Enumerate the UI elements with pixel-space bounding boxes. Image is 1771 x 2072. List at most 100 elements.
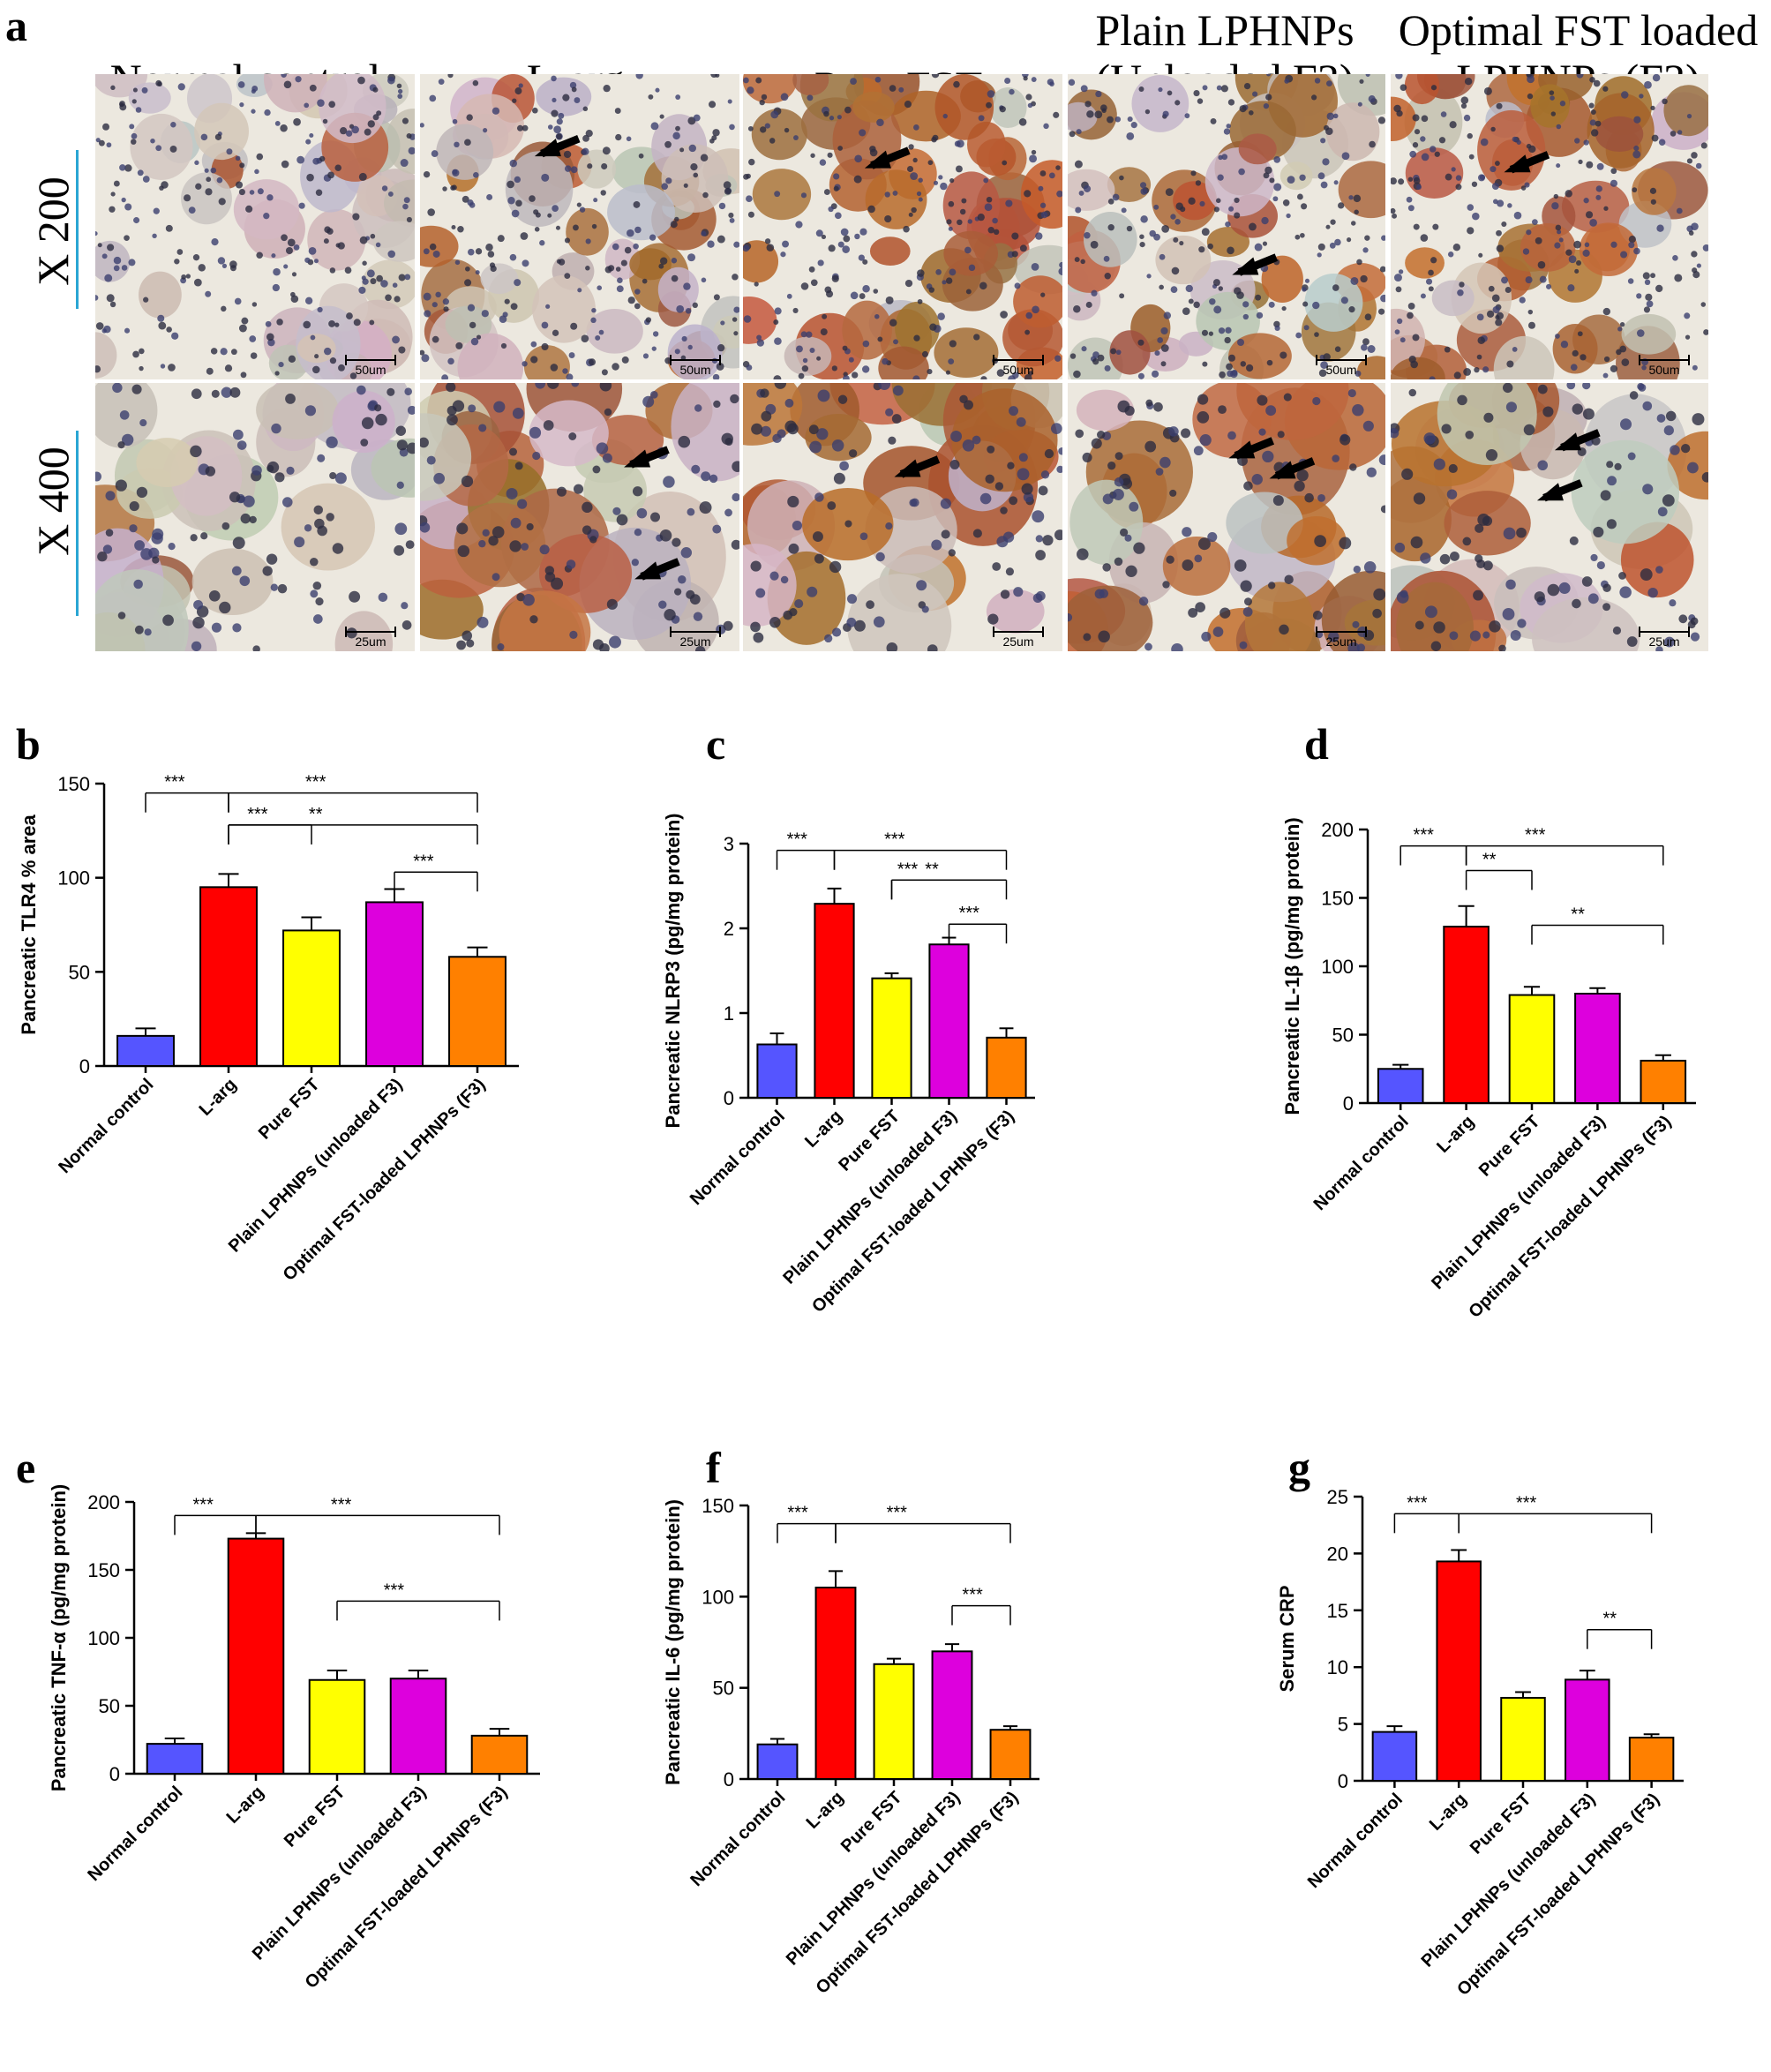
bar — [873, 1663, 915, 1780]
bar — [365, 901, 424, 1067]
scale-bar: 50um — [1316, 355, 1367, 377]
significance-label: *** — [787, 830, 808, 850]
scale-bar: 25um — [670, 627, 721, 649]
significance-label: *** — [1414, 826, 1435, 845]
micrograph: 50um — [743, 74, 1062, 379]
significance-bracket: *** — [394, 852, 478, 892]
significance-label: *** — [305, 773, 326, 792]
panel-g-letter: g — [1288, 1443, 1310, 1492]
y-tick-label: 50 — [1332, 1025, 1354, 1047]
significance-label: *** — [962, 1586, 983, 1605]
micrograph: 25um — [1391, 383, 1708, 651]
bar — [227, 1537, 285, 1775]
y-tick-label: 100 — [1321, 956, 1354, 978]
pointer-arrow-icon — [534, 134, 581, 158]
x-tick-label: Normal control — [1310, 1112, 1413, 1214]
significance-bracket: ** — [890, 860, 1008, 900]
magnification-marker-x400 — [76, 431, 79, 616]
chart-il6: 0 50 100 150 Pancreatic IL-6 (pg/mg protein)… — [662, 1495, 1039, 1998]
y-tick-label: 2 — [724, 918, 734, 940]
panel-e-letter: e — [16, 1443, 36, 1492]
x-tick-label: Pure FST — [281, 1783, 349, 1851]
significance-bracket: *** — [948, 904, 1008, 944]
micrograph: 50um — [95, 74, 415, 379]
significance-label: *** — [1407, 1493, 1428, 1513]
error-bar — [467, 946, 488, 957]
error-bar — [884, 972, 899, 979]
significance-label: *** — [1525, 826, 1546, 845]
y-tick-label: 0 — [79, 1055, 90, 1077]
y-tick-label: 100 — [87, 1627, 120, 1649]
y-tick-label: 50 — [69, 961, 90, 983]
y-tick-label: 0 — [1343, 1092, 1354, 1115]
significance-label: *** — [247, 805, 268, 824]
significance-label: ** — [1602, 1610, 1617, 1629]
error-bar — [769, 1738, 785, 1745]
significance-bracket: ** — [228, 805, 478, 845]
significance-bracket: ** — [1531, 905, 1664, 945]
bar — [1377, 1068, 1424, 1104]
bar — [146, 1743, 204, 1775]
error-bar — [326, 1669, 348, 1680]
scale-bar-label: 50um — [679, 363, 710, 377]
y-tick-label: 10 — [1327, 1656, 1348, 1678]
chart-il1b: 0 50 100 150 200 Pancreatic IL-1β (pg/mg prot… — [1281, 817, 1696, 1322]
significance-label: ** — [1482, 851, 1497, 870]
bar — [470, 1734, 529, 1775]
x-tick-label: Normal control — [55, 1075, 157, 1177]
scale-bar: 50um — [670, 355, 721, 377]
significance-bracket: *** — [336, 1580, 500, 1621]
x-tick-label: L-arg — [801, 1107, 846, 1152]
error-bar — [1655, 1054, 1671, 1061]
y-tick-label: 150 — [87, 1559, 120, 1581]
panel-f-letter: f — [706, 1443, 721, 1492]
bar — [931, 1650, 973, 1780]
micrograph: 25um — [420, 383, 739, 651]
bar — [756, 1043, 798, 1099]
scale-bar: 25um — [1639, 627, 1690, 649]
pointer-arrow-icon — [1536, 479, 1583, 502]
y-axis-label: Pancreatic IL-1β (pg/mg protein) — [1281, 817, 1303, 1115]
panel-d-letter: d — [1304, 719, 1329, 769]
x-tick-label: Normal control — [687, 1107, 789, 1209]
micrograph: 50um — [1391, 74, 1708, 379]
error-bar — [301, 916, 322, 931]
scale-bar-label: 25um — [679, 634, 710, 649]
bar — [814, 1587, 857, 1780]
error-bar — [489, 1728, 510, 1736]
scale-bar-label: 25um — [1325, 634, 1356, 649]
error-bar — [135, 1027, 156, 1036]
scale-bar-label: 50um — [1648, 363, 1679, 377]
pointer-arrow-icon — [1269, 457, 1316, 480]
y-tick-label: 150 — [57, 773, 90, 795]
y-axis-label: Pancreatic TNF-α (pg/mg protein) — [48, 1484, 70, 1791]
chart-tlr4: 0 50 100 150 Pancreatic TLR4 % area Normal co… — [18, 773, 519, 1285]
panel-c-letter: c — [706, 719, 726, 769]
significance-label: ** — [309, 805, 323, 824]
y-tick-label: 150 — [1321, 888, 1354, 910]
pointer-arrow-icon — [894, 455, 941, 478]
significance-bracket: *** — [776, 830, 836, 870]
significance-bracket: ** — [1465, 851, 1533, 890]
bar — [389, 1678, 447, 1775]
x-tick-label: L-arg — [1433, 1112, 1478, 1157]
chart-nlrp3: 0 1 2 3 Pancreatic NLRP3 (pg/mg protein)Norm… — [662, 814, 1035, 1317]
significance-label: *** — [884, 830, 905, 850]
y-axis-label: Serum CRP — [1276, 1585, 1298, 1692]
y-tick-label: 0 — [724, 1087, 734, 1109]
bar — [1436, 1560, 1482, 1782]
error-bar — [1515, 1691, 1531, 1698]
bar — [199, 886, 258, 1068]
significance-bracket: *** — [833, 830, 1008, 870]
column-title-line1: Plain LPHNPs — [1095, 5, 1355, 55]
significance-label: ** — [925, 860, 939, 879]
y-tick-label: 50 — [713, 1678, 734, 1700]
magnification-label-x200: X 200 — [28, 176, 78, 286]
scale-bar-label: 25um — [355, 634, 386, 649]
x-tick-label: Pure FST — [1475, 1112, 1544, 1181]
x-tick-label: Normal control — [687, 1788, 789, 1890]
y-tick-label: 25 — [1327, 1486, 1348, 1508]
pointer-arrow-icon — [1504, 151, 1550, 174]
significance-label: *** — [787, 1504, 808, 1523]
error-bar — [828, 1570, 844, 1588]
